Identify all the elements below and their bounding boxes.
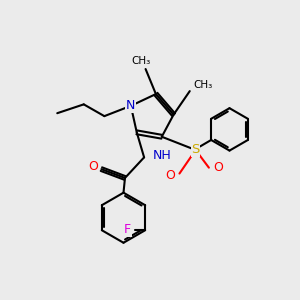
Text: O: O: [166, 169, 176, 182]
Text: CH₃: CH₃: [131, 56, 151, 66]
Text: F: F: [124, 223, 131, 236]
Text: O: O: [213, 161, 223, 174]
Text: O: O: [88, 160, 98, 173]
Text: NH: NH: [152, 148, 171, 161]
Text: S: S: [191, 143, 200, 157]
Text: CH₃: CH₃: [194, 80, 213, 90]
Text: N: N: [126, 99, 135, 112]
